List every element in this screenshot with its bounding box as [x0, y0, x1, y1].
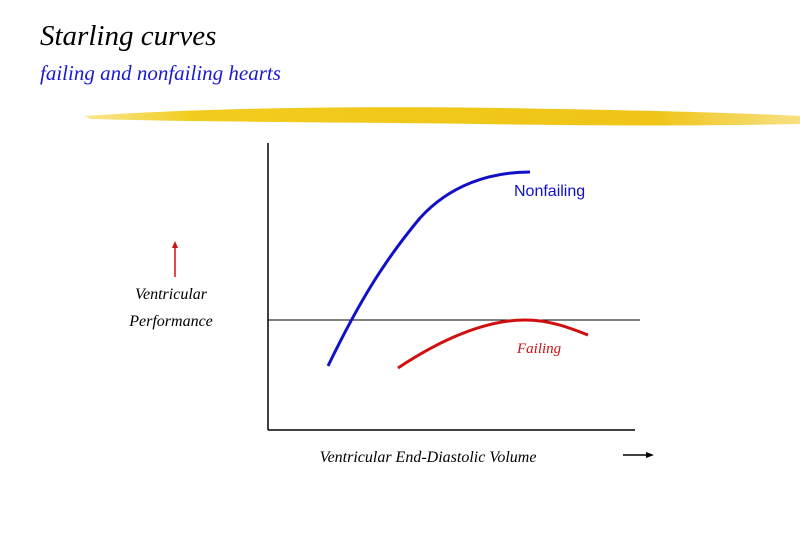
y-axis-label: Ventricular [135, 286, 208, 303]
right-arrow-head [646, 452, 654, 458]
curve-label: Failing [516, 341, 562, 357]
y-axis-label: Performance [128, 313, 213, 330]
failing-curve [397, 318, 589, 370]
x-axis-label: Ventricular End-Diastolic Volume [320, 449, 537, 466]
up-arrow-head [172, 241, 178, 248]
subtitle: failing and nonfailing hearts [40, 61, 281, 85]
title: Starling curves [40, 20, 216, 52]
axes [267, 143, 635, 431]
highlight-stroke [85, 107, 800, 126]
curve-label: Nonfailing [514, 183, 585, 200]
nonfailing-curve [326, 170, 531, 367]
